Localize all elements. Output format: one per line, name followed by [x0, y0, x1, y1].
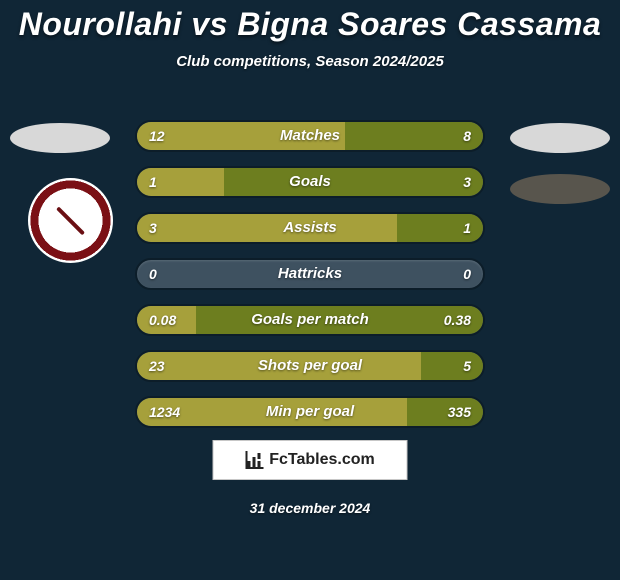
- stat-bar-row: 1234335Min per goal: [135, 396, 485, 428]
- stat-bar-row: 235Shots per goal: [135, 350, 485, 382]
- subtitle: Club competitions, Season 2024/2025: [0, 53, 620, 70]
- player-right-name: Bigna Soares Cassama: [237, 6, 601, 42]
- comparison-title: Nourollahi vs Bigna Soares Cassama: [0, 0, 620, 43]
- player-right-placeholder-1: [510, 123, 610, 153]
- club-badge-icon: [28, 178, 113, 263]
- player-left-name: Nourollahi: [19, 6, 182, 42]
- stat-label: Goals per match: [137, 306, 483, 334]
- stat-bars-container: 128Matches 13Goals 31Assists 00Hattricks 0.0…: [135, 120, 485, 442]
- stat-bar-row: 31Assists: [135, 212, 485, 244]
- stat-label: Assists: [137, 214, 483, 242]
- stat-bar-row: 0.080.38Goals per match: [135, 304, 485, 336]
- player-right-placeholder-2: [510, 174, 610, 204]
- player-left-placeholder-1: [10, 123, 110, 153]
- stat-bar-row: 13Goals: [135, 166, 485, 198]
- stat-bar-row: 00Hattricks: [135, 258, 485, 290]
- title-vs: vs: [191, 6, 228, 42]
- date-text: 31 december 2024: [0, 500, 620, 516]
- stat-label: Shots per goal: [137, 352, 483, 380]
- bar-chart-icon: [245, 451, 263, 469]
- stat-label: Min per goal: [137, 398, 483, 426]
- brand-text: FcTables.com: [269, 451, 375, 469]
- stat-label: Hattricks: [137, 260, 483, 288]
- stat-label: Matches: [137, 122, 483, 150]
- stat-bar-row: 128Matches: [135, 120, 485, 152]
- stat-label: Goals: [137, 168, 483, 196]
- brand-footer: FcTables.com: [213, 440, 408, 480]
